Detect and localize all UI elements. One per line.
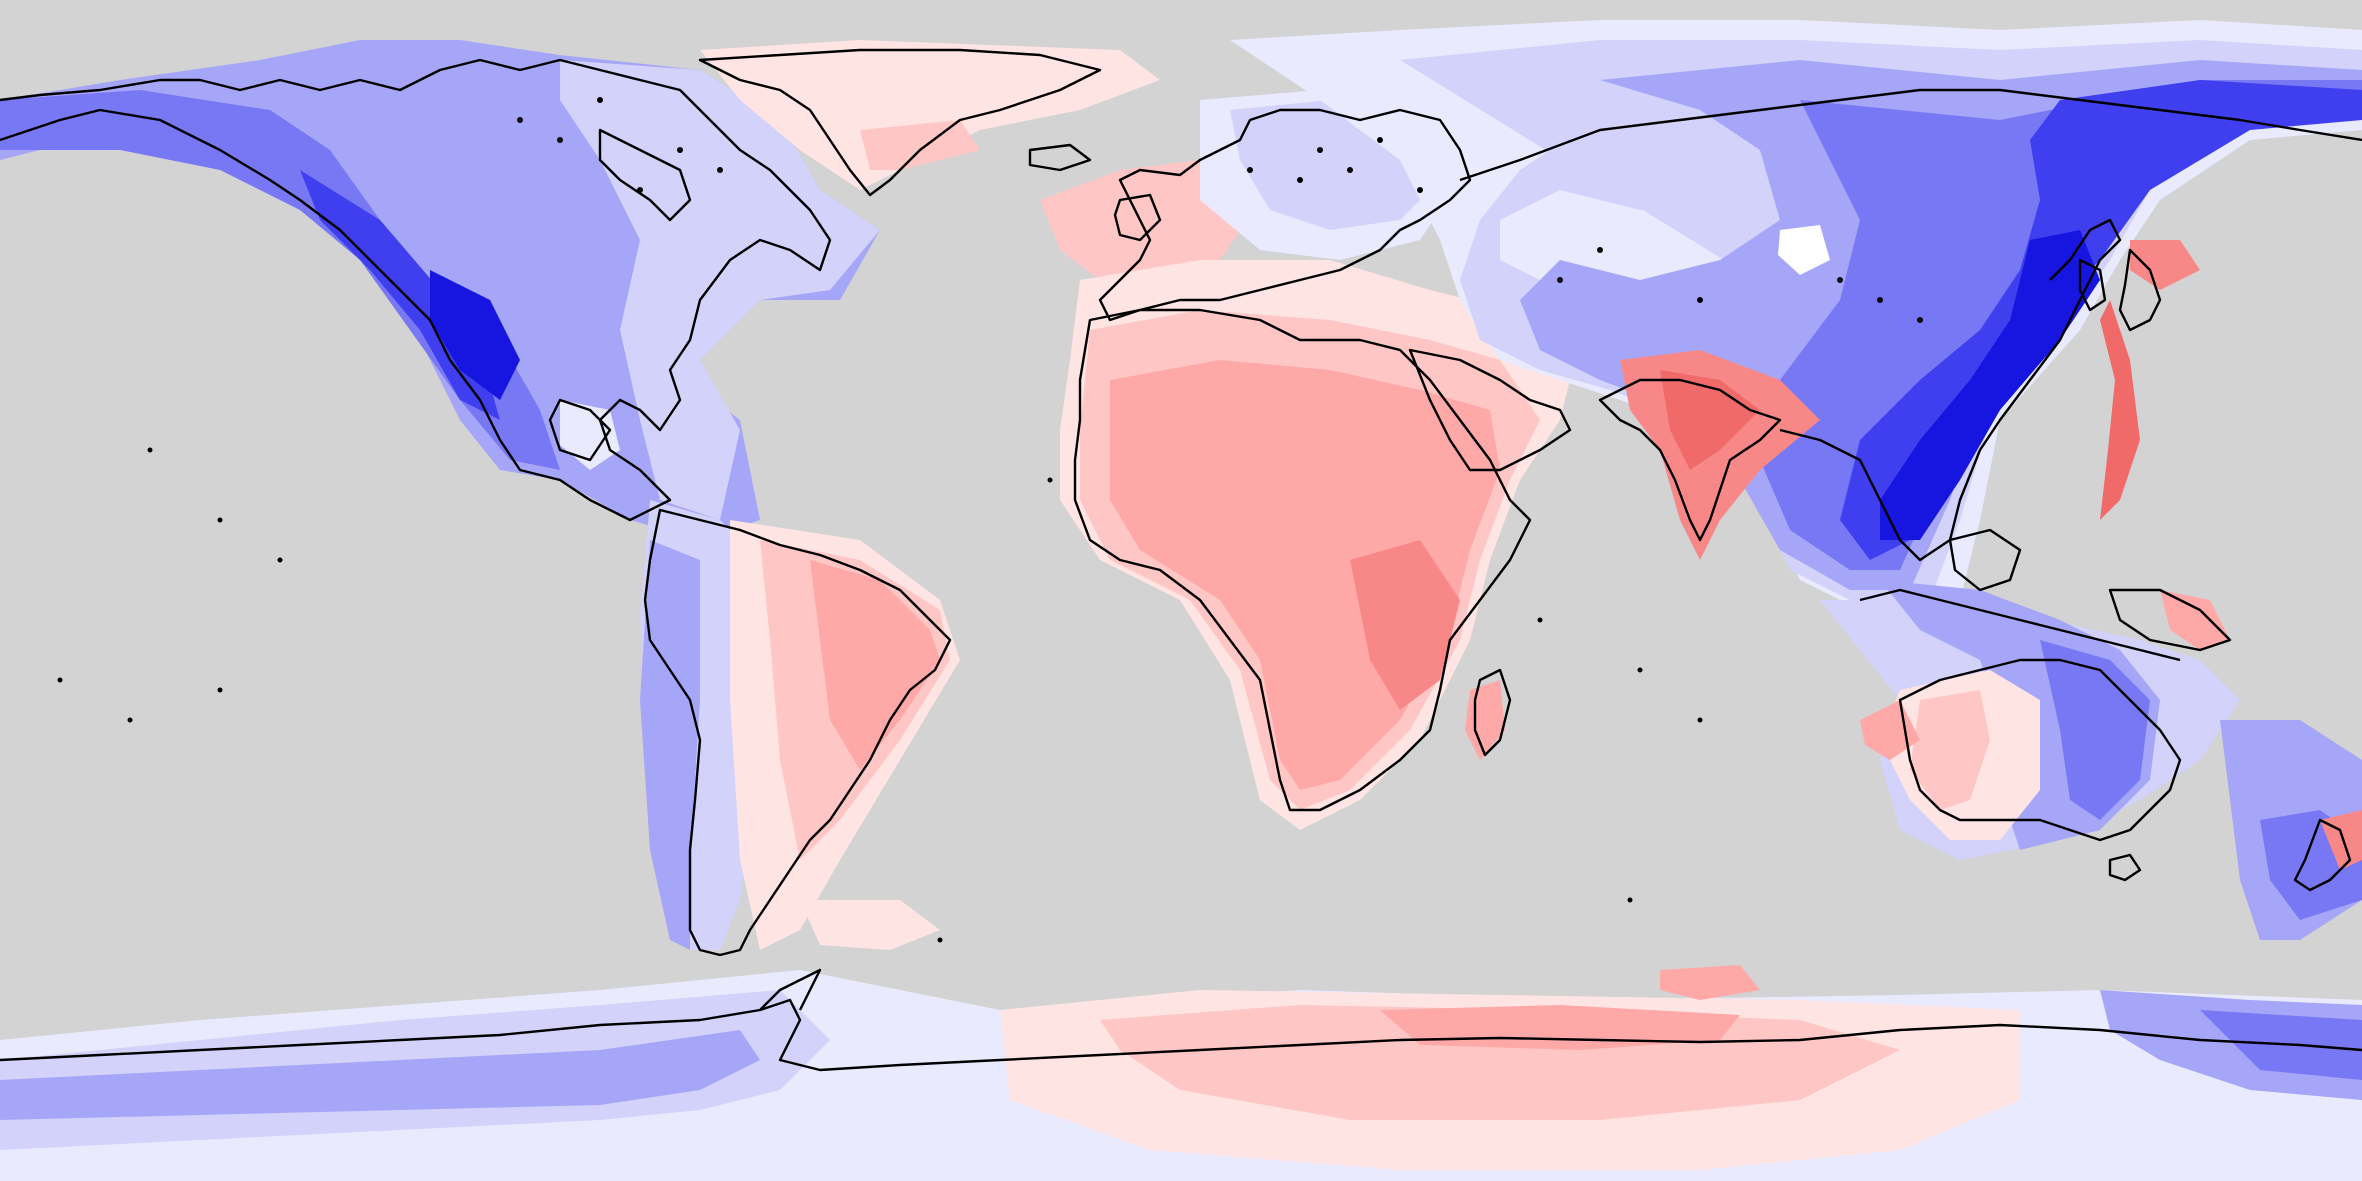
coastline-india: [1598, 378, 1782, 542]
anomaly-zone-red_pale: [1910, 690, 1990, 810]
island-dot: [1917, 317, 1923, 323]
antarctica-region: [0, 965, 2362, 1181]
coastline-japan: [2118, 248, 2162, 332]
anomaly-zone-red_light: [1660, 965, 1760, 1000]
coastline-gulf: [548, 398, 612, 462]
island-dot: [1297, 177, 1303, 183]
anomaly-zone-blue_mid: [0, 90, 560, 470]
coastline-africa: [1073, 308, 1532, 812]
coastline-new-guinea: [2108, 588, 2232, 652]
island-dot: [937, 937, 943, 943]
anomaly-zone-blue_light: [0, 1030, 760, 1120]
island-dot: [1537, 617, 1543, 623]
south-america-region: [640, 500, 960, 950]
anomaly-zone-blue_dark: [1880, 230, 2100, 540]
coastline-britain: [1113, 193, 1162, 242]
anomaly-zone-blue_mid: [2040, 640, 2150, 820]
island-dot: [217, 687, 223, 693]
coastline-australia: [1898, 658, 2182, 842]
coastline-madagascar: [1473, 668, 1512, 757]
coastline-korea: [2078, 258, 2107, 312]
island-dot: [557, 137, 563, 143]
island-dot: [1697, 297, 1703, 303]
anomaly-zone-blue_light: [640, 540, 700, 950]
coastline-east-asia: [1459, 88, 2362, 562]
coastline-europe: [1098, 108, 1472, 322]
island-dot: [717, 167, 723, 173]
anomaly-zone-red_mid: [1350, 540, 1460, 710]
anomaly-zone-blue_faint: [560, 400, 620, 470]
anomaly-zone-red_faint: [800, 900, 940, 950]
anomaly-zone-red_light: [1860, 700, 1920, 760]
anomaly-zone-blue_pale: [560, 60, 880, 520]
coastline-arabia: [1408, 348, 1572, 472]
coastline-iceland: [1028, 143, 1092, 172]
coastline-tasmania: [2108, 853, 2142, 882]
island-dot: [1047, 477, 1053, 483]
anomaly-zone-blue_dark: [430, 270, 520, 400]
anomaly-zone-red_pale: [860, 120, 980, 170]
island-dot: [1837, 277, 1843, 283]
anomaly-zone-red_mid: [2130, 240, 2200, 290]
island-dot: [1597, 247, 1603, 253]
anomaly-zone-red_strong: [2100, 300, 2140, 520]
island-dot: [1637, 667, 1643, 673]
coastline-layer: [0, 48, 2362, 1072]
island-dot: [1347, 167, 1353, 173]
anomaly-zone-red_light: [810, 560, 940, 770]
island-dot: [147, 447, 153, 453]
island-dot: [1877, 297, 1883, 303]
island-dot: [1317, 147, 1323, 153]
island-dot: [1627, 897, 1633, 903]
coastline-new-zealand: [2293, 818, 2352, 892]
coastline-borneo: [1948, 528, 2022, 592]
coastline-antarctica: [0, 998, 2362, 1072]
coastline-indonesia: [1859, 588, 2181, 662]
anomaly-zone-white: [1778, 225, 1830, 275]
asia-region: [1230, 20, 2362, 620]
island-dot: [597, 97, 603, 103]
island-dot: [1377, 137, 1383, 143]
island-detail-layer: [57, 97, 1923, 943]
island-dot: [517, 117, 523, 123]
anomaly-zone-red_light: [2160, 590, 2230, 650]
island-dot: [57, 677, 63, 683]
greenland-region: [700, 40, 1160, 190]
island-dot: [637, 187, 643, 193]
island-dot: [1697, 717, 1703, 723]
island-dot: [277, 557, 283, 563]
island-dot: [127, 717, 133, 723]
island-dot: [217, 517, 223, 523]
anomaly-zone-red_faint: [700, 40, 1160, 190]
oceania-region: [1820, 580, 2362, 940]
island-dot: [677, 147, 683, 153]
island-dot: [1247, 167, 1253, 173]
coastline-south-america: [643, 508, 952, 957]
coastline-greenland: [698, 48, 1102, 197]
island-dot: [1557, 277, 1563, 283]
coastline-antarctic-peninsula: [759, 968, 822, 1011]
north-america-region: [0, 40, 880, 540]
coastline-north-america: [0, 58, 832, 522]
anomaly-zone-red_strong: [1660, 370, 1760, 470]
island-dot: [1417, 187, 1423, 193]
coastline-hudson: [598, 128, 692, 222]
